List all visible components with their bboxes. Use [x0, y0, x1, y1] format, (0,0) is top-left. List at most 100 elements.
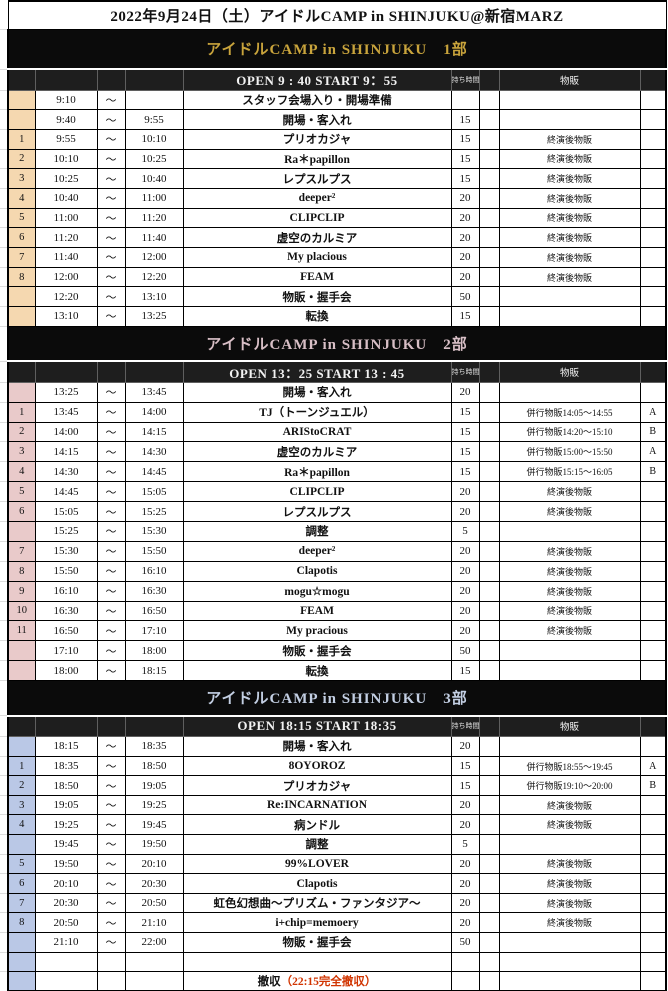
start-time: 11:00: [34, 207, 98, 229]
start-time: 13:45: [34, 401, 98, 423]
header-gap-cell: [478, 360, 500, 383]
end-time: 14:00: [124, 401, 184, 423]
slot-number: 8: [7, 912, 36, 934]
start-time: 19:45: [34, 834, 98, 855]
start-time: 14:30: [34, 461, 98, 483]
header-slot-cell: [639, 360, 667, 383]
duration-minutes: 20: [450, 187, 480, 209]
gap-cell: [478, 834, 500, 855]
duration-minutes: 15: [450, 128, 480, 150]
end-time: [124, 89, 184, 111]
schedule-row: 7 15:30 ～ 15:50 deeper² 20 終演後物販: [0, 540, 667, 562]
tilde: ～: [96, 306, 126, 327]
gap-cell: [478, 481, 500, 503]
gap-cell: [478, 461, 500, 483]
schedule-row: 5 14:45 ～ 15:05 CLIPCLIP 20 終演後物販: [0, 481, 667, 503]
goods-info: [498, 971, 641, 991]
sheet-gutter: [0, 129, 8, 150]
schedule-row: 1 18:35 ～ 18:50 8OYOROZ 15 併行物販18:55～19:45 A: [0, 755, 667, 777]
goods-info: 終演後物販: [498, 912, 641, 934]
start-time: 10:25: [34, 168, 98, 189]
sheet-gutter: [0, 952, 8, 973]
end-time: 12:00: [124, 247, 184, 268]
section-header-row: OPEN 13：25 START 13 : 45 持ち時間 物販: [0, 360, 667, 383]
duration-column-header: 持ち時間: [450, 68, 480, 91]
gap-cell: [478, 971, 500, 991]
end-time: 14:15: [124, 421, 184, 443]
header-start-cell: [34, 715, 98, 738]
slot-number: 11: [7, 620, 36, 642]
start-time: [34, 951, 98, 973]
goods-column-header: 物販: [498, 360, 641, 383]
header-start-cell: [34, 360, 98, 383]
tilde: ～: [96, 755, 126, 777]
goods-slot-letter: [639, 501, 667, 522]
sheet-gutter: [0, 912, 8, 934]
gap-cell: [478, 128, 500, 150]
tilde: ～: [96, 580, 126, 602]
tilde: ～: [96, 794, 126, 816]
end-time: 20:10: [124, 853, 184, 875]
slot-number: 8: [7, 266, 36, 288]
slot-number: [7, 640, 36, 662]
event-name: Ra＊papillon: [182, 461, 452, 483]
tilde: ～: [96, 128, 126, 150]
end-time: 20:30: [124, 873, 184, 894]
end-time: [124, 971, 184, 991]
goods-slot-letter: B: [639, 421, 667, 443]
event-name: 調整: [182, 520, 452, 542]
goods-slot-letter: [639, 187, 667, 209]
slot-number: 6: [7, 873, 36, 894]
start-time: 9:55: [34, 128, 98, 150]
goods-info: 終演後物販: [498, 600, 641, 622]
start-time: 20:50: [34, 912, 98, 934]
goods-info: 終演後物販: [498, 168, 641, 189]
sheet-gutter: [0, 29, 8, 70]
sheet-gutter: [0, 69, 8, 91]
start-time: 16:30: [34, 600, 98, 622]
header-tilde-cell: [96, 715, 126, 738]
goods-slot-letter: [639, 873, 667, 894]
event-name: Clapotis: [182, 560, 452, 582]
duration-minutes: 20: [450, 892, 480, 914]
schedule-row: 5 19:50 ～ 20:10 99%LOVER 20 終演後物販: [0, 853, 667, 875]
sheet-gutter: [0, 932, 8, 953]
open-start-label: OPEN 9 : 40 START 9：55: [182, 68, 452, 91]
duration-minutes: 15: [450, 775, 480, 796]
goods-slot-letter: [639, 306, 667, 327]
end-time: 15:30: [124, 520, 184, 542]
goods-slot-letter: [639, 912, 667, 934]
duration-minutes: 5: [450, 834, 480, 855]
schedule-row: 12:20 ～ 13:10 物販・握手会 50: [0, 286, 667, 308]
start-time: 14:45: [34, 481, 98, 503]
slot-number: 6: [7, 227, 36, 248]
tilde: ～: [96, 520, 126, 542]
start-time: 9:10: [34, 89, 98, 111]
gap-cell: [478, 109, 500, 130]
event-name: My pracious: [182, 620, 452, 642]
slot-number: 2: [7, 421, 36, 443]
tilde: ～: [96, 834, 126, 855]
event-name: 物販・握手会: [182, 932, 452, 953]
slot-number: 5: [7, 207, 36, 229]
sheet-gutter: [0, 601, 8, 622]
start-time: 15:30: [34, 540, 98, 562]
page-title: 2022年9月24日（土）アイドルCAMP in SHINJUKU@新宿MARZ: [7, 0, 667, 30]
sheet-gutter: [0, 247, 8, 268]
goods-info: [498, 306, 641, 327]
slot-number: [7, 286, 36, 308]
goods-info: [498, 286, 641, 308]
tilde: ～: [96, 89, 126, 111]
event-name: deeper²: [182, 540, 452, 562]
goods-info: [498, 109, 641, 130]
goods-slot-letter: [639, 600, 667, 622]
goods-info: [498, 834, 641, 855]
duration-minutes: [450, 951, 480, 973]
tilde: ～: [96, 461, 126, 483]
duration-minutes: 20: [450, 207, 480, 229]
goods-slot-letter: A: [639, 441, 667, 463]
gap-cell: [478, 227, 500, 248]
schedule-row: 11 16:50 ～ 17:10 My pracious 20 終演後物販: [0, 620, 667, 642]
duration-minutes: 20: [450, 247, 480, 268]
